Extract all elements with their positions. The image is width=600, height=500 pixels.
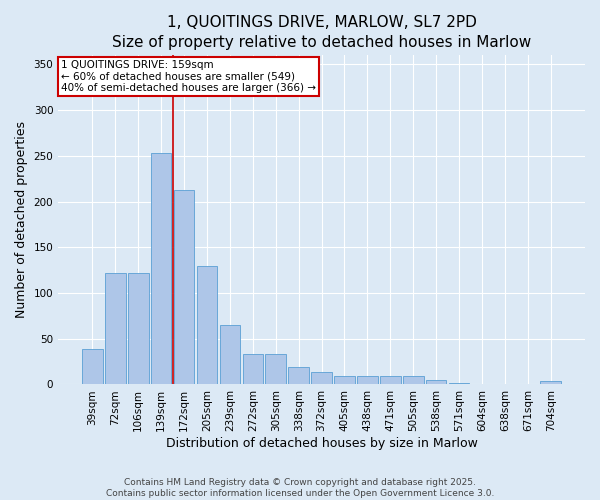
Bar [357, 376, 378, 384]
Bar [82, 349, 103, 384]
Bar [174, 190, 194, 384]
X-axis label: Distribution of detached houses by size in Marlow: Distribution of detached houses by size … [166, 437, 478, 450]
Bar [541, 381, 561, 384]
Bar [242, 354, 263, 384]
Bar [426, 380, 446, 384]
Bar [311, 372, 332, 384]
Bar [105, 273, 125, 384]
Bar [380, 376, 401, 384]
Bar [220, 325, 240, 384]
Text: Contains HM Land Registry data © Crown copyright and database right 2025.
Contai: Contains HM Land Registry data © Crown c… [106, 478, 494, 498]
Bar [197, 266, 217, 384]
Bar [128, 273, 149, 384]
Bar [403, 376, 424, 384]
Bar [289, 367, 309, 384]
Bar [449, 382, 469, 384]
Y-axis label: Number of detached properties: Number of detached properties [15, 122, 28, 318]
Bar [265, 354, 286, 384]
Title: 1, QUOITINGS DRIVE, MARLOW, SL7 2PD
Size of property relative to detached houses: 1, QUOITINGS DRIVE, MARLOW, SL7 2PD Size… [112, 15, 531, 50]
Bar [151, 153, 172, 384]
Bar [334, 376, 355, 384]
Text: 1 QUOITINGS DRIVE: 159sqm
← 60% of detached houses are smaller (549)
40% of semi: 1 QUOITINGS DRIVE: 159sqm ← 60% of detac… [61, 60, 316, 94]
